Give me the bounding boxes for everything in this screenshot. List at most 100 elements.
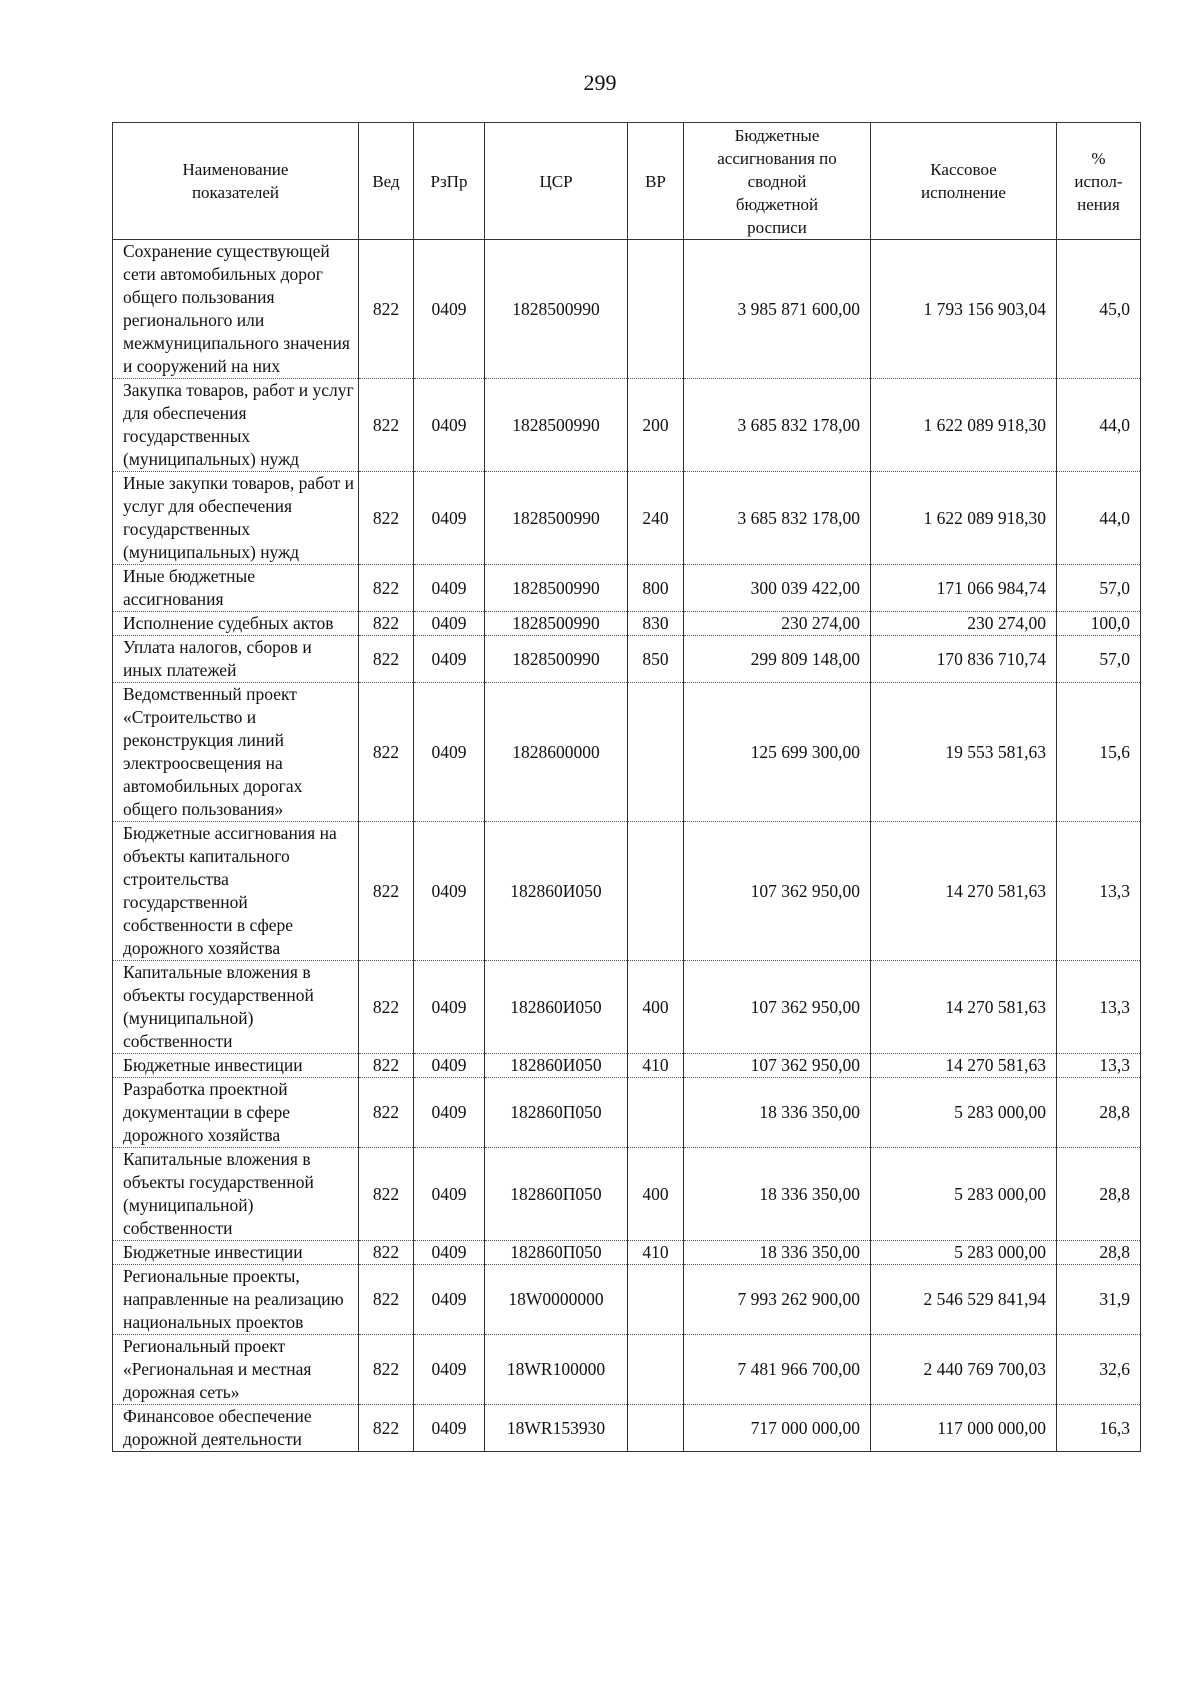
table-cell: 117 000 000,00 (870, 1404, 1057, 1452)
table-cell: 182860П050 (484, 1147, 628, 1241)
table-cell: Иные бюджетные ассигнования (112, 564, 359, 612)
table-cell: 822 (358, 1077, 414, 1148)
table-cell: 410 (627, 1053, 684, 1078)
table-cell: 14 270 581,63 (870, 821, 1057, 961)
table-cell: 5 283 000,00 (870, 1077, 1057, 1148)
table-row: Региональный проект «Региональная и мест… (112, 1334, 1141, 1405)
table-cell: 822 (358, 378, 414, 472)
table-cell: 107 362 950,00 (683, 1053, 871, 1078)
table-cell: Бюджетные инвестиции (112, 1240, 359, 1265)
table-cell: 100,0 (1056, 611, 1141, 636)
table-cell: 800 (627, 564, 684, 612)
table-cell: 45,0 (1056, 239, 1141, 379)
table-cell: 0409 (413, 821, 485, 961)
table-row: Иные закупки товаров, работ и услуг для … (112, 471, 1141, 565)
table-cell: 822 (358, 1404, 414, 1452)
table-cell: 822 (358, 635, 414, 683)
table-cell: 0409 (413, 1147, 485, 1241)
table-cell: 822 (358, 960, 414, 1054)
table-cell (627, 1404, 684, 1452)
table-cell: 182860П050 (484, 1240, 628, 1265)
table-cell: 18 336 350,00 (683, 1077, 871, 1148)
table-cell: 1828500990 (484, 564, 628, 612)
table-cell: 171 066 984,74 (870, 564, 1057, 612)
table-cell: 400 (627, 1147, 684, 1241)
table-cell: 7 481 966 700,00 (683, 1334, 871, 1405)
header-cell: Наименование показателей (112, 122, 359, 240)
table-cell: 13,3 (1056, 1053, 1141, 1078)
table-cell: 28,8 (1056, 1077, 1141, 1148)
table-cell: Региональный проект «Региональная и мест… (112, 1334, 359, 1405)
table-row: Финансовое обеспечение дорожной деятельн… (112, 1404, 1141, 1452)
table-cell: 0409 (413, 1077, 485, 1148)
table-cell: 5 283 000,00 (870, 1147, 1057, 1241)
table-cell: 14 270 581,63 (870, 960, 1057, 1054)
table-cell: 0409 (413, 1053, 485, 1078)
table-cell: 822 (358, 1240, 414, 1265)
table-cell: Ведомственный проект «Строительство и ре… (112, 682, 359, 822)
table-row: Бюджетные инвестиции 822 0409 182860И050 410… (112, 1053, 1141, 1078)
header-cell: Кассовое исполнение (870, 122, 1057, 240)
header-cell: ЦСР (484, 122, 628, 240)
table-cell: 0409 (413, 1404, 485, 1452)
table-cell: 3 985 871 600,00 (683, 239, 871, 379)
table-cell: 0409 (413, 564, 485, 612)
table-cell: 18 336 350,00 (683, 1240, 871, 1265)
table-cell: 300 039 422,00 (683, 564, 871, 612)
header-cell: ВР (627, 122, 684, 240)
budget-table: Наименование показателей Вед РзПр ЦСР ВР Бюдж… (112, 122, 1141, 1452)
table-cell: Бюджетные инвестиции (112, 1053, 359, 1078)
table-cell: 15,6 (1056, 682, 1141, 822)
table-cell: 32,6 (1056, 1334, 1141, 1405)
table-row: Сохранение существующей сети автомобильн… (112, 239, 1141, 379)
table-cell: 1828500990 (484, 378, 628, 472)
table-cell: Разработка проектной документации в сфер… (112, 1077, 359, 1148)
table-cell: 200 (627, 378, 684, 472)
table-cell: 182860И050 (484, 1053, 628, 1078)
table-cell: 1828500990 (484, 471, 628, 565)
table-cell: 7 993 262 900,00 (683, 1264, 871, 1335)
table-cell: 57,0 (1056, 635, 1141, 683)
table-cell: 2 440 769 700,03 (870, 1334, 1057, 1405)
table-cell: Сохранение существующей сети автомобильн… (112, 239, 359, 379)
table-cell: 822 (358, 821, 414, 961)
table-row: Исполнение судебных актов 822 0409 18285009… (112, 611, 1141, 636)
table-cell: 822 (358, 471, 414, 565)
table-cell: Иные закупки товаров, работ и услуг для … (112, 471, 359, 565)
table-cell: 0409 (413, 239, 485, 379)
table-row: Уплата налогов, сборов и иных платежей 82… (112, 635, 1141, 683)
table-cell: 822 (358, 1334, 414, 1405)
table-cell: 822 (358, 564, 414, 612)
header-row: Наименование показателей Вед РзПр ЦСР ВР Бюдж… (112, 122, 1141, 240)
table-cell: Региональные проекты, направленные на ре… (112, 1264, 359, 1335)
table-cell: 1 622 089 918,30 (870, 378, 1057, 472)
header-cell: % испол- нения (1056, 122, 1141, 240)
table-cell: 0409 (413, 682, 485, 822)
table-cell: 170 836 710,74 (870, 635, 1057, 683)
table-cell: Финансовое обеспечение дорожной деятельн… (112, 1404, 359, 1452)
table-cell: 19 553 581,63 (870, 682, 1057, 822)
table-row: Разработка проектной документации в сфер… (112, 1077, 1141, 1148)
table-cell: 1 793 156 903,04 (870, 239, 1057, 379)
table-cell (627, 1264, 684, 1335)
table-cell: 822 (358, 1147, 414, 1241)
table-cell: 822 (358, 1053, 414, 1078)
table-cell: Закупка товаров, работ и услуг для обесп… (112, 378, 359, 472)
table-cell: 0409 (413, 960, 485, 1054)
table-cell: 28,8 (1056, 1240, 1141, 1265)
table-cell: 1828600000 (484, 682, 628, 822)
table-body: Сохранение существующей сети автомобильн… (112, 239, 1141, 1452)
table-cell (627, 1077, 684, 1148)
table-cell: 410 (627, 1240, 684, 1265)
table-cell: 2 546 529 841,94 (870, 1264, 1057, 1335)
table-cell: Уплата налогов, сборов и иных платежей (112, 635, 359, 683)
table-cell: 830 (627, 611, 684, 636)
table-row: Капитальные вложения в объекты государст… (112, 960, 1141, 1054)
table-cell: 57,0 (1056, 564, 1141, 612)
table-cell: 240 (627, 471, 684, 565)
page-number: 299 (583, 70, 617, 95)
table-cell: Исполнение судебных актов (112, 611, 359, 636)
table-cell: 1828500990 (484, 635, 628, 683)
